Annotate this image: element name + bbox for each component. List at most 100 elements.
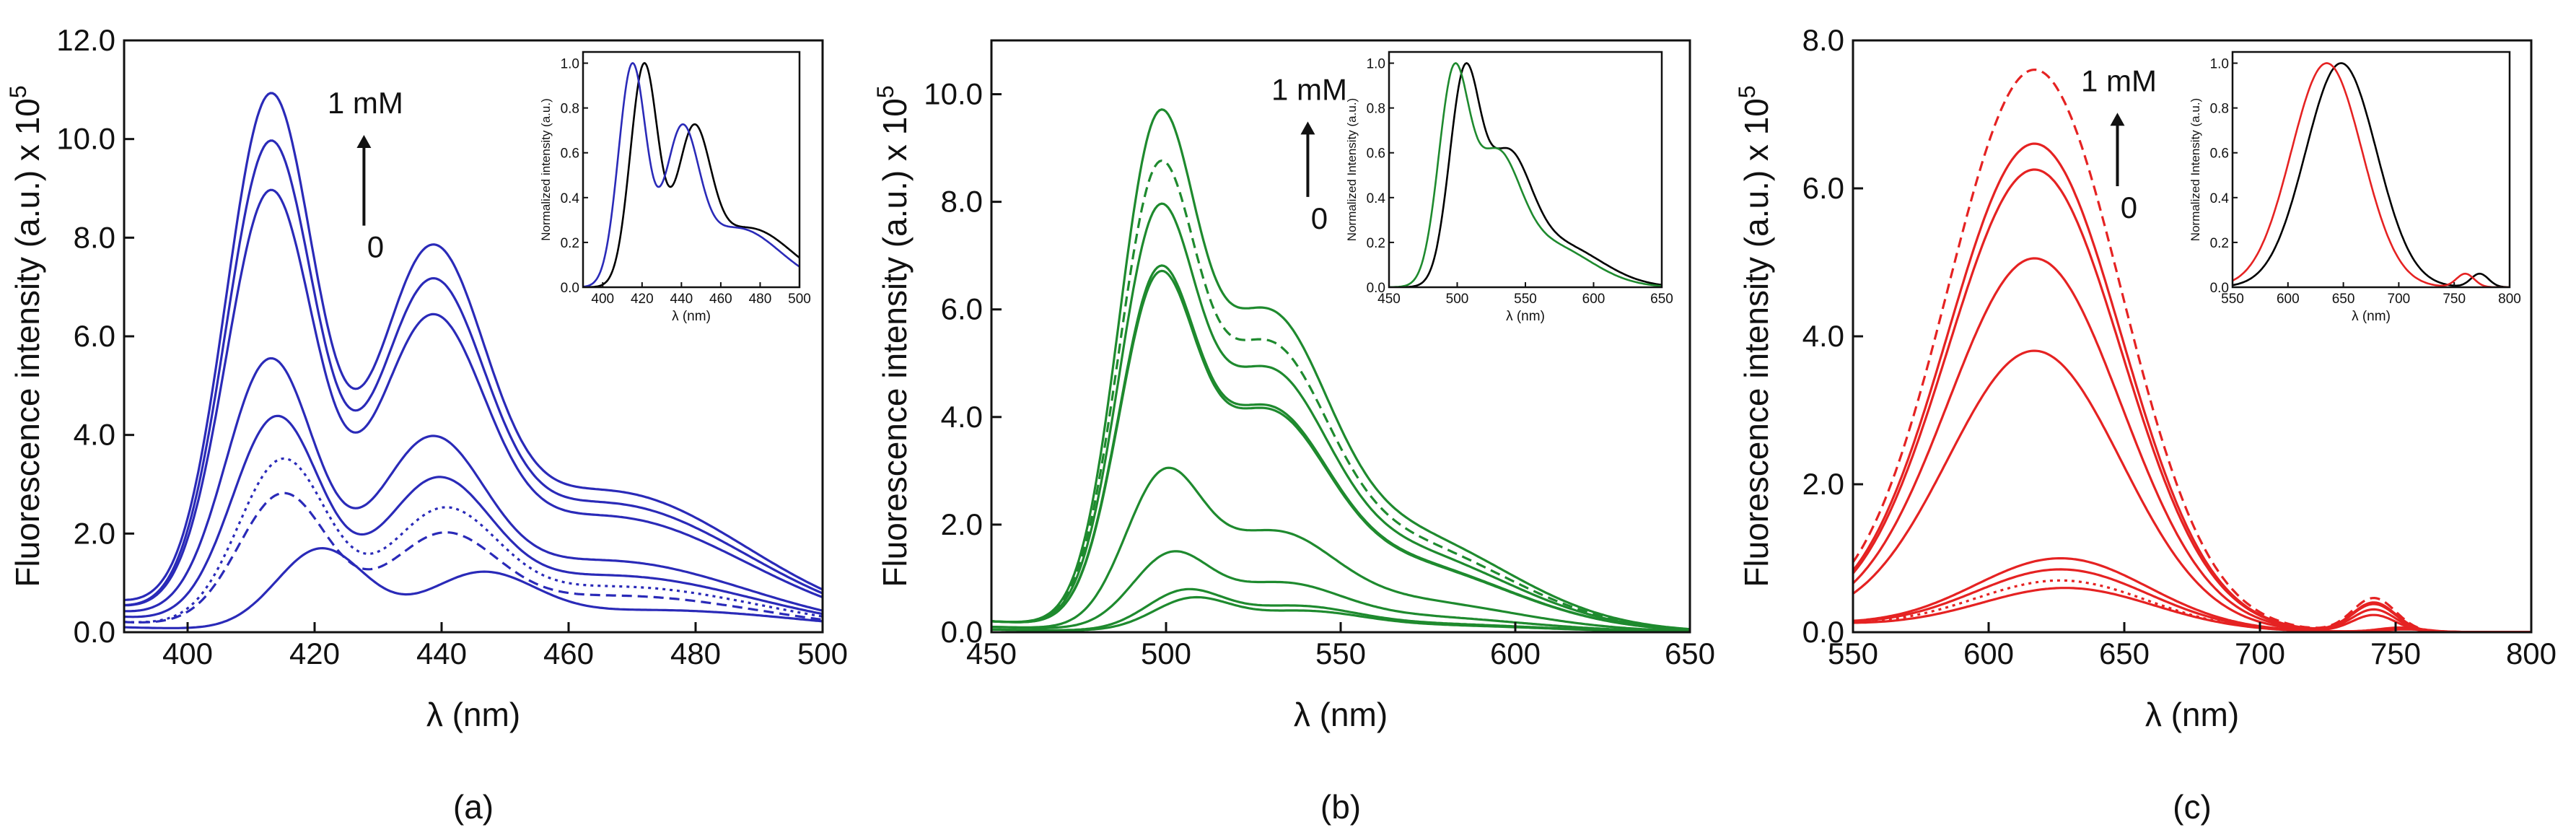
y-axis-label: Fluorescence intensity (a.u.) x 105: [1734, 85, 1775, 587]
inset-x-tick-label: 650: [2332, 292, 2355, 307]
y-axis-label-text: Fluorescence intensity (a.u.) x 10: [876, 98, 914, 587]
series-line-5: [124, 457, 823, 624]
inset-y-tick-label: 0.8: [2210, 102, 2229, 117]
panel-label: (b): [1320, 788, 1361, 826]
y-axis-label-text: Fluorescence intensity (a.u.) x 10: [9, 98, 46, 587]
inset-black-curve: [583, 61, 799, 287]
chart-panel-a: 400 420 440 460 480 500 0.0 2.0 4.0 6.0 8.0 10.0 12.…: [5, 23, 848, 826]
series-line-1: [124, 139, 823, 606]
x-tick-label: 460: [543, 637, 594, 670]
inset-x-tick-label: 800: [2498, 292, 2521, 307]
inset-background: [1389, 52, 1662, 287]
inset-y-tick-label: 0.4: [2210, 191, 2230, 206]
inset-panel: 550 600 650 700 750 800 0.0 0.2 0.4 0.6 0.8 1.0 λ (n…: [2189, 51, 2521, 324]
x-tick-label: 700: [2235, 637, 2285, 670]
concentration-bottom-label: 0: [367, 230, 384, 264]
inset-y-axis-label: Normalized Intensity (a.u.): [2189, 98, 2202, 241]
y-tick-label: 8.0: [74, 220, 115, 254]
inset-x-tick-label: 500: [788, 292, 811, 307]
x-tick-label: 450: [966, 637, 1017, 670]
inset-y-tick-label: 0.0: [561, 281, 579, 296]
x-tick-label: 800: [2506, 637, 2557, 670]
inset-y-tick-label: 0.4: [561, 191, 580, 206]
inset-x-axis-label: λ (nm): [2352, 309, 2391, 324]
y-tick-label: 0.0: [941, 615, 983, 649]
inset-curves: [583, 61, 799, 287]
y-axis-label-exponent: 5: [1734, 85, 1760, 98]
series-line-7: [124, 546, 823, 629]
y-tick-label: 0.0: [74, 615, 115, 649]
y-tick-label: 0.0: [1802, 615, 1844, 649]
x-tick-label: 650: [2099, 637, 2150, 670]
series-group: [124, 92, 823, 629]
inset-background: [583, 52, 799, 287]
y-tick-label: 6.0: [74, 319, 115, 353]
x-tick-label: 440: [416, 637, 467, 670]
concentration-bottom-label: 0: [2121, 191, 2137, 224]
arrow-head-icon: [1300, 121, 1315, 135]
series-line-7: [1853, 579, 2531, 632]
inset-x-tick-label: 460: [709, 292, 732, 307]
series-line-4: [991, 269, 1690, 631]
concentration-bottom-label: 0: [1311, 201, 1328, 235]
inset-black-curve: [1389, 62, 1662, 287]
y-tick-label: 10.0: [924, 77, 983, 111]
y-tick-label: 6.0: [1802, 171, 1844, 205]
series-line-0: [991, 108, 1690, 631]
inset-black-curve: [2233, 62, 2510, 287]
inset-x-tick-label: 450: [1377, 292, 1401, 307]
inset-panel: 400 420 440 460 480 500 0.0 0.2 0.4 0.6 0.8 1.0 λ (n…: [539, 51, 811, 324]
series-line-6: [991, 550, 1690, 632]
inset-x-axis-label: λ (nm): [1506, 309, 1545, 324]
inset-y-tick-label: 1.0: [561, 57, 579, 72]
inset-x-tick-label: 440: [670, 292, 693, 307]
inset-y-tick-label: 0.6: [2210, 147, 2229, 162]
concentration-top-label: 1 mM: [2081, 64, 2157, 97]
inset-y-tick-label: 0.8: [561, 102, 579, 117]
series-line-0: [124, 92, 823, 601]
y-tick-label: 8.0: [941, 185, 983, 219]
y-tick-label: 10.0: [56, 122, 115, 156]
y-axis-label: Fluorescence intensity (a.u.) x 105: [5, 85, 46, 587]
y-tick-label: 4.0: [74, 418, 115, 452]
inset-colored-curve: [1389, 62, 1662, 287]
inset-colored-curve: [2233, 62, 2510, 287]
y-tick-label: 4.0: [1802, 319, 1844, 353]
series-group: [1853, 68, 2531, 632]
inset-frame: [2231, 51, 2511, 289]
series-line-1: [991, 159, 1690, 631]
panel-label: (c): [2173, 788, 2212, 826]
x-tick-label: 650: [1665, 637, 1715, 670]
inset-y-tick-label: 0.6: [1367, 147, 1385, 162]
inset-curves: [1389, 62, 1662, 287]
x-tick-label: 600: [1490, 637, 1541, 670]
x-tick-label: 400: [162, 637, 213, 670]
x-axis-label: λ (nm): [1294, 696, 1388, 733]
y-axis-label-exponent: 5: [872, 85, 898, 98]
x-tick-label: 750: [2370, 637, 2421, 670]
inset-x-axis-label: λ (nm): [672, 309, 711, 324]
x-tick-label: 500: [797, 637, 848, 670]
y-tick-label: 2.0: [74, 516, 115, 550]
x-tick-label: 550: [1828, 637, 1878, 670]
series-line-2: [991, 202, 1690, 631]
y-tick-label: 4.0: [941, 400, 983, 434]
inset-y-axis-label: Normalized Intensity (a.u.): [1345, 98, 1359, 241]
inset-x-tick-label: 700: [2388, 292, 2411, 307]
inset-frame: [582, 51, 801, 289]
x-tick-label: 480: [670, 637, 721, 670]
inset-x-tick-label: 420: [631, 292, 654, 307]
inset-x-tick-label: 500: [1446, 292, 1469, 307]
series-line-2: [124, 188, 823, 607]
chart-panel-c: 550 600 650 700 750 800 0.0 2.0 4.0 6.0 8.0 λ (nm) F…: [1734, 23, 2557, 826]
series-line-0: [1853, 68, 2531, 632]
inset-x-tick-label: 600: [2277, 292, 2300, 307]
inset-y-tick-label: 1.0: [2210, 57, 2229, 72]
y-tick-label: 8.0: [1802, 23, 1844, 57]
x-tick-label: 550: [1315, 637, 1366, 670]
x-axis-label: λ (nm): [2145, 696, 2239, 733]
series-line-3: [124, 357, 823, 613]
inset-panel: 450 500 550 600 650 0.0 0.2 0.4 0.6 0.8 1.0 λ (nm) N…: [1345, 51, 1673, 324]
series-line-5: [1853, 557, 2531, 632]
